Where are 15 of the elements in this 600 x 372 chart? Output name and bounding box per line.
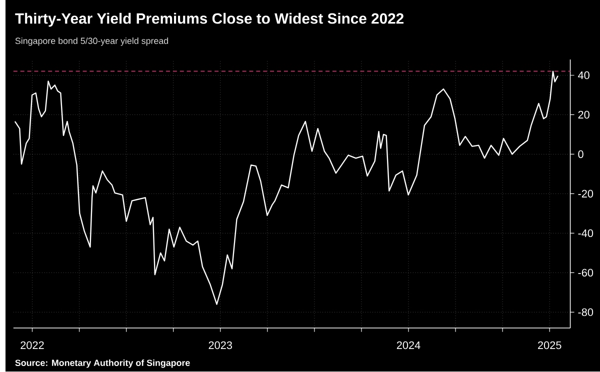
chart-title: Thirty-Year Yield Premiums Close to Widest Since 2022 xyxy=(15,13,404,27)
y-tick-label: 0 xyxy=(578,150,584,158)
y-tick-label: -20 xyxy=(578,190,594,198)
x-tick-label: 2024 xyxy=(396,342,420,350)
y-tick-label: 20 xyxy=(578,111,590,119)
y-tick-label: -40 xyxy=(578,230,594,238)
x-tick-label: 2023 xyxy=(208,342,232,350)
x-tick-label: 2025 xyxy=(538,342,562,350)
y-tick-label: -80 xyxy=(578,308,594,316)
x-tick-label: 2022 xyxy=(20,342,44,350)
line-series xyxy=(14,70,558,306)
source-note: Source: Monetary Authority of Singapore xyxy=(15,360,190,368)
chart-subtitle: Singapore bond 5/30-year yield spread xyxy=(15,38,168,46)
y-tick-label: 40 xyxy=(578,72,590,80)
y-tick-label: -60 xyxy=(578,269,594,277)
